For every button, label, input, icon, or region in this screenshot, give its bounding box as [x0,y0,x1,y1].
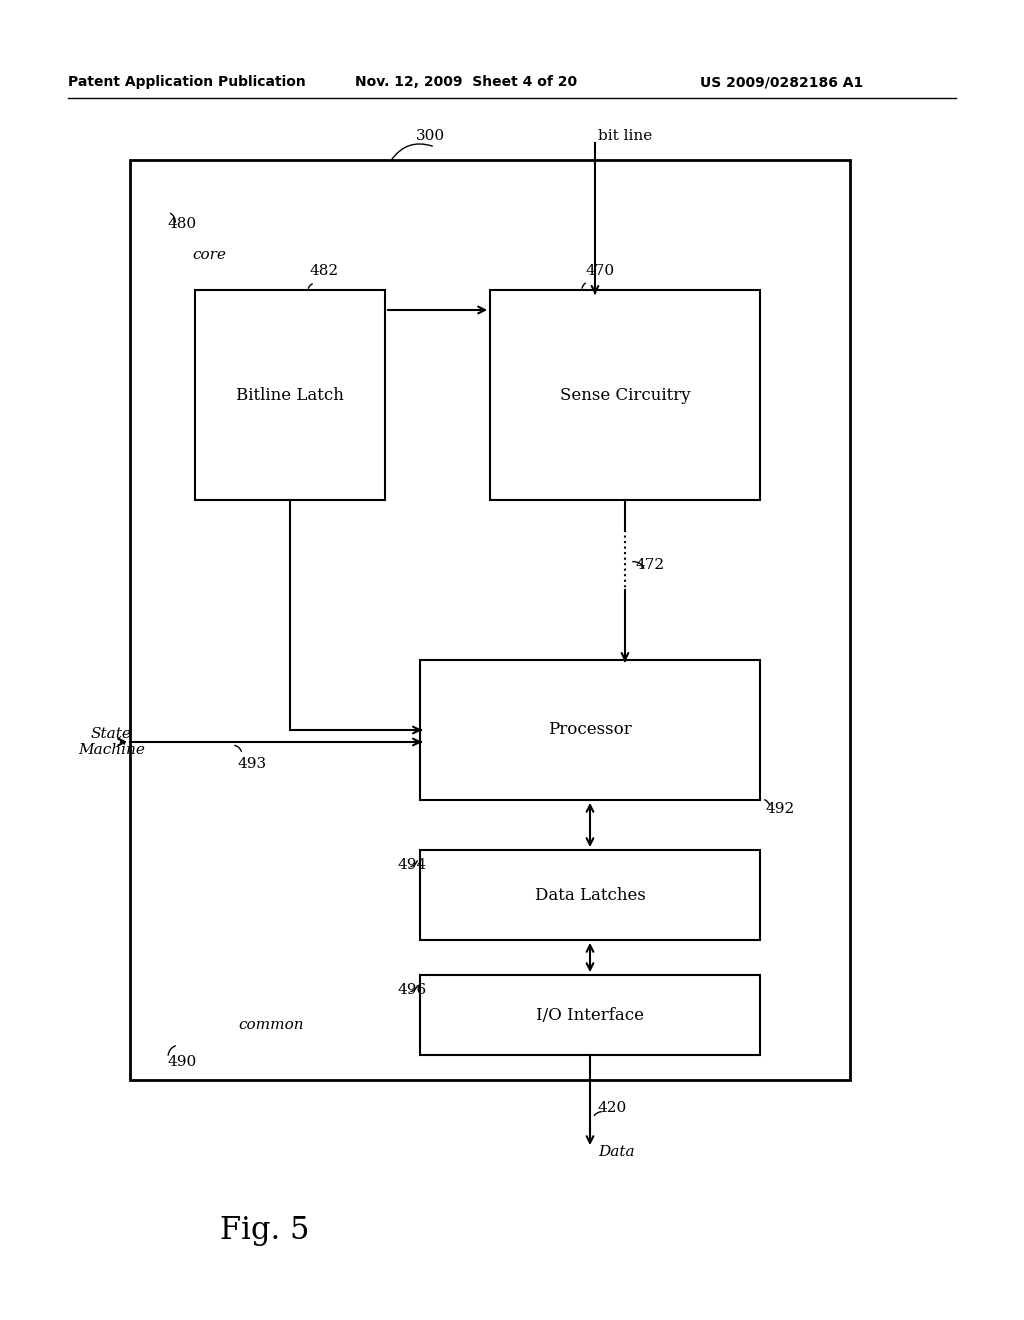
Text: State
Machine: State Machine [78,727,144,758]
Bar [155,590,810,1060]
Bar [195,290,385,500]
Text: Nov. 12, 2009  Sheet 4 of 20: Nov. 12, 2009 Sheet 4 of 20 [355,75,578,88]
Text: Sense Circuitry: Sense Circuitry [560,387,690,404]
Text: 494: 494 [398,858,427,873]
Text: Fig. 5: Fig. 5 [220,1214,309,1246]
Text: I/O Interface: I/O Interface [536,1006,644,1023]
Bar [490,290,760,500]
Text: 300: 300 [416,129,444,143]
Text: bit line: bit line [598,129,652,143]
Text: 480: 480 [168,216,198,231]
Text: US 2009/0282186 A1: US 2009/0282186 A1 [700,75,863,88]
Text: 482: 482 [310,264,339,279]
Text: core: core [193,248,226,261]
Bar [420,850,760,940]
Bar [155,210,810,531]
Text: 420: 420 [598,1101,628,1115]
Bar [420,975,760,1055]
Text: 472: 472 [635,558,665,572]
Text: Bitline Latch: Bitline Latch [237,387,344,404]
Text: Data Latches: Data Latches [535,887,645,903]
Text: 470: 470 [585,264,614,279]
Text: 493: 493 [238,756,267,771]
Text: common: common [238,1018,304,1032]
Bar [420,660,760,800]
Text: Data: Data [598,1144,635,1159]
Text: Processor: Processor [548,722,632,738]
Bar [130,160,850,1080]
Text: Patent Application Publication: Patent Application Publication [68,75,306,88]
Text: 492: 492 [765,803,795,816]
Text: 496: 496 [398,983,427,997]
Text: 490: 490 [168,1055,198,1069]
